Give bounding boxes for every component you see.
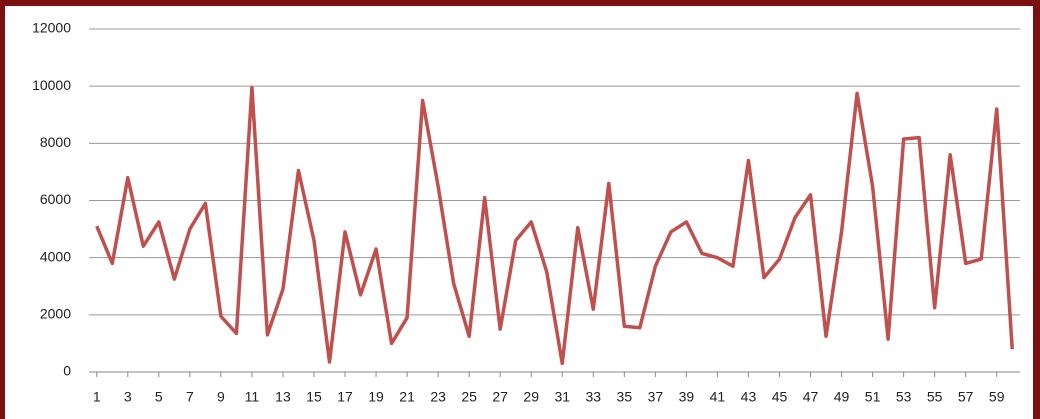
y-tick-label: 10000 (32, 77, 71, 93)
x-tick-label: 35 (617, 389, 633, 405)
x-tick-label: 7 (186, 389, 194, 405)
x-tick-label: 13 (275, 389, 291, 405)
x-tick-label: 49 (834, 389, 850, 405)
x-tick-label: 29 (523, 389, 539, 405)
x-tick-label: 57 (958, 389, 974, 405)
y-tick-label: 12000 (32, 20, 71, 36)
x-tick-label: 31 (554, 389, 570, 405)
x-tick-label: 45 (772, 389, 788, 405)
x-tick-label: 27 (492, 389, 508, 405)
x-tick-label: 39 (679, 389, 695, 405)
x-tick-label: 37 (648, 389, 664, 405)
x-tick-label: 11 (245, 389, 260, 405)
x-tick-label: 1 (93, 389, 101, 405)
x-tick-label: 5 (155, 389, 163, 405)
x-tick-label: 55 (927, 389, 943, 405)
y-tick-label: 4000 (40, 248, 71, 264)
x-tick-label: 21 (399, 389, 415, 405)
chart-background (5, 6, 1033, 419)
x-tick-label: 9 (217, 389, 225, 405)
x-tick-label: 19 (368, 389, 384, 405)
x-tick-label: 41 (710, 389, 726, 405)
x-tick-label: 43 (741, 389, 757, 405)
x-tick-label: 47 (803, 389, 819, 405)
x-tick-label: 59 (989, 389, 1005, 405)
y-tick-label: 8000 (40, 134, 71, 150)
x-tick-label: 25 (461, 389, 477, 405)
x-tick-label: 33 (586, 389, 602, 405)
x-tick-label: 3 (124, 389, 132, 405)
line (95, 85, 1014, 366)
x-tick-label: 51 (865, 389, 881, 405)
x-tick-label: 15 (306, 389, 322, 405)
x-tick-label: 23 (430, 389, 446, 405)
y-tick-label: 6000 (40, 191, 71, 207)
y-tick-label: 2000 (40, 306, 71, 322)
x-tick-label: 17 (337, 389, 353, 405)
y-tick-label: 0 (63, 363, 71, 379)
x-tick-label: 53 (896, 389, 912, 405)
